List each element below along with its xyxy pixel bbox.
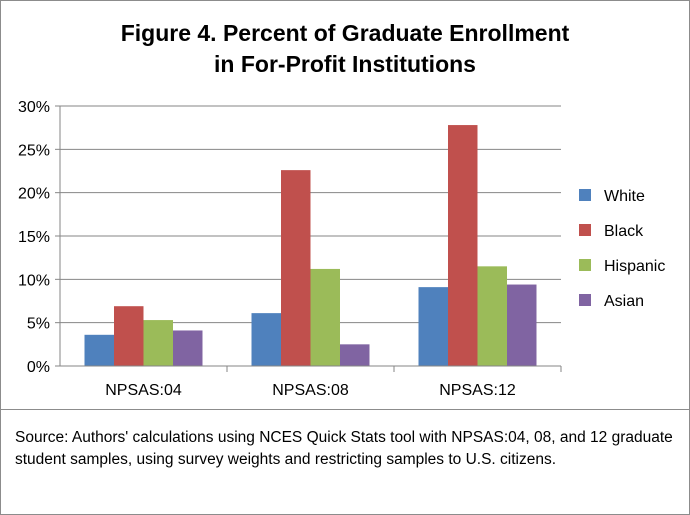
y-tick-label: 5% — [27, 316, 50, 333]
y-tick-label: 15% — [18, 229, 50, 246]
bar-hispanic-2 — [310, 268, 340, 366]
legend-label-black: Black — [604, 223, 644, 240]
bar-hispanic-3 — [477, 266, 507, 366]
chart-title-line-1: Figure 4. Percent of Graduate Enrollment — [121, 20, 570, 46]
bars — [84, 125, 537, 366]
legend-label-white: White — [604, 188, 645, 205]
source-note: Source: Authors' calculations using NCES… — [15, 429, 673, 468]
legend-label-asian: Asian — [604, 293, 644, 310]
legend-swatch-asian — [579, 294, 591, 306]
bar-hispanic-1 — [143, 320, 173, 366]
bar-chart: Figure 4. Percent of Graduate Enrollment… — [18, 20, 665, 399]
bar-white-2 — [251, 313, 281, 366]
legend: White Black Hispanic Asian — [579, 188, 665, 310]
legend-swatch-black — [579, 224, 591, 236]
chart-area: Figure 4. Percent of Graduate Enrollment… — [1, 1, 689, 409]
axes: 0% 5% 10% 15% 20% 25% 30% NPSAS:04 NPSAS:08 NPSAS… — [18, 99, 562, 399]
legend-swatch-hispanic — [579, 259, 591, 271]
bar-white-3 — [418, 287, 448, 366]
chart-title-line-2: in For-Profit Institutions — [214, 51, 476, 77]
bar-asian-3 — [507, 284, 537, 366]
legend-label-hispanic: Hispanic — [604, 258, 665, 275]
y-tick-label: 20% — [18, 186, 50, 203]
source-note-box: Source: Authors' calculations using NCES… — [1, 409, 689, 515]
bar-white-1 — [84, 334, 114, 366]
legend-swatch-white — [579, 189, 591, 201]
y-tick-label: 0% — [27, 359, 50, 376]
bar-black-3 — [448, 125, 478, 366]
y-tick-label: 10% — [18, 272, 50, 289]
y-tick-label: 25% — [18, 142, 50, 159]
bar-asian-1 — [173, 330, 203, 366]
x-tick-label: NPSAS:08 — [272, 382, 349, 399]
y-tick-label: 30% — [18, 99, 50, 116]
x-tick-label: NPSAS:04 — [105, 382, 182, 399]
x-tick-label: NPSAS:12 — [439, 382, 516, 399]
bar-black-2 — [281, 170, 311, 366]
bar-asian-2 — [340, 344, 370, 366]
bar-black-1 — [114, 306, 144, 366]
